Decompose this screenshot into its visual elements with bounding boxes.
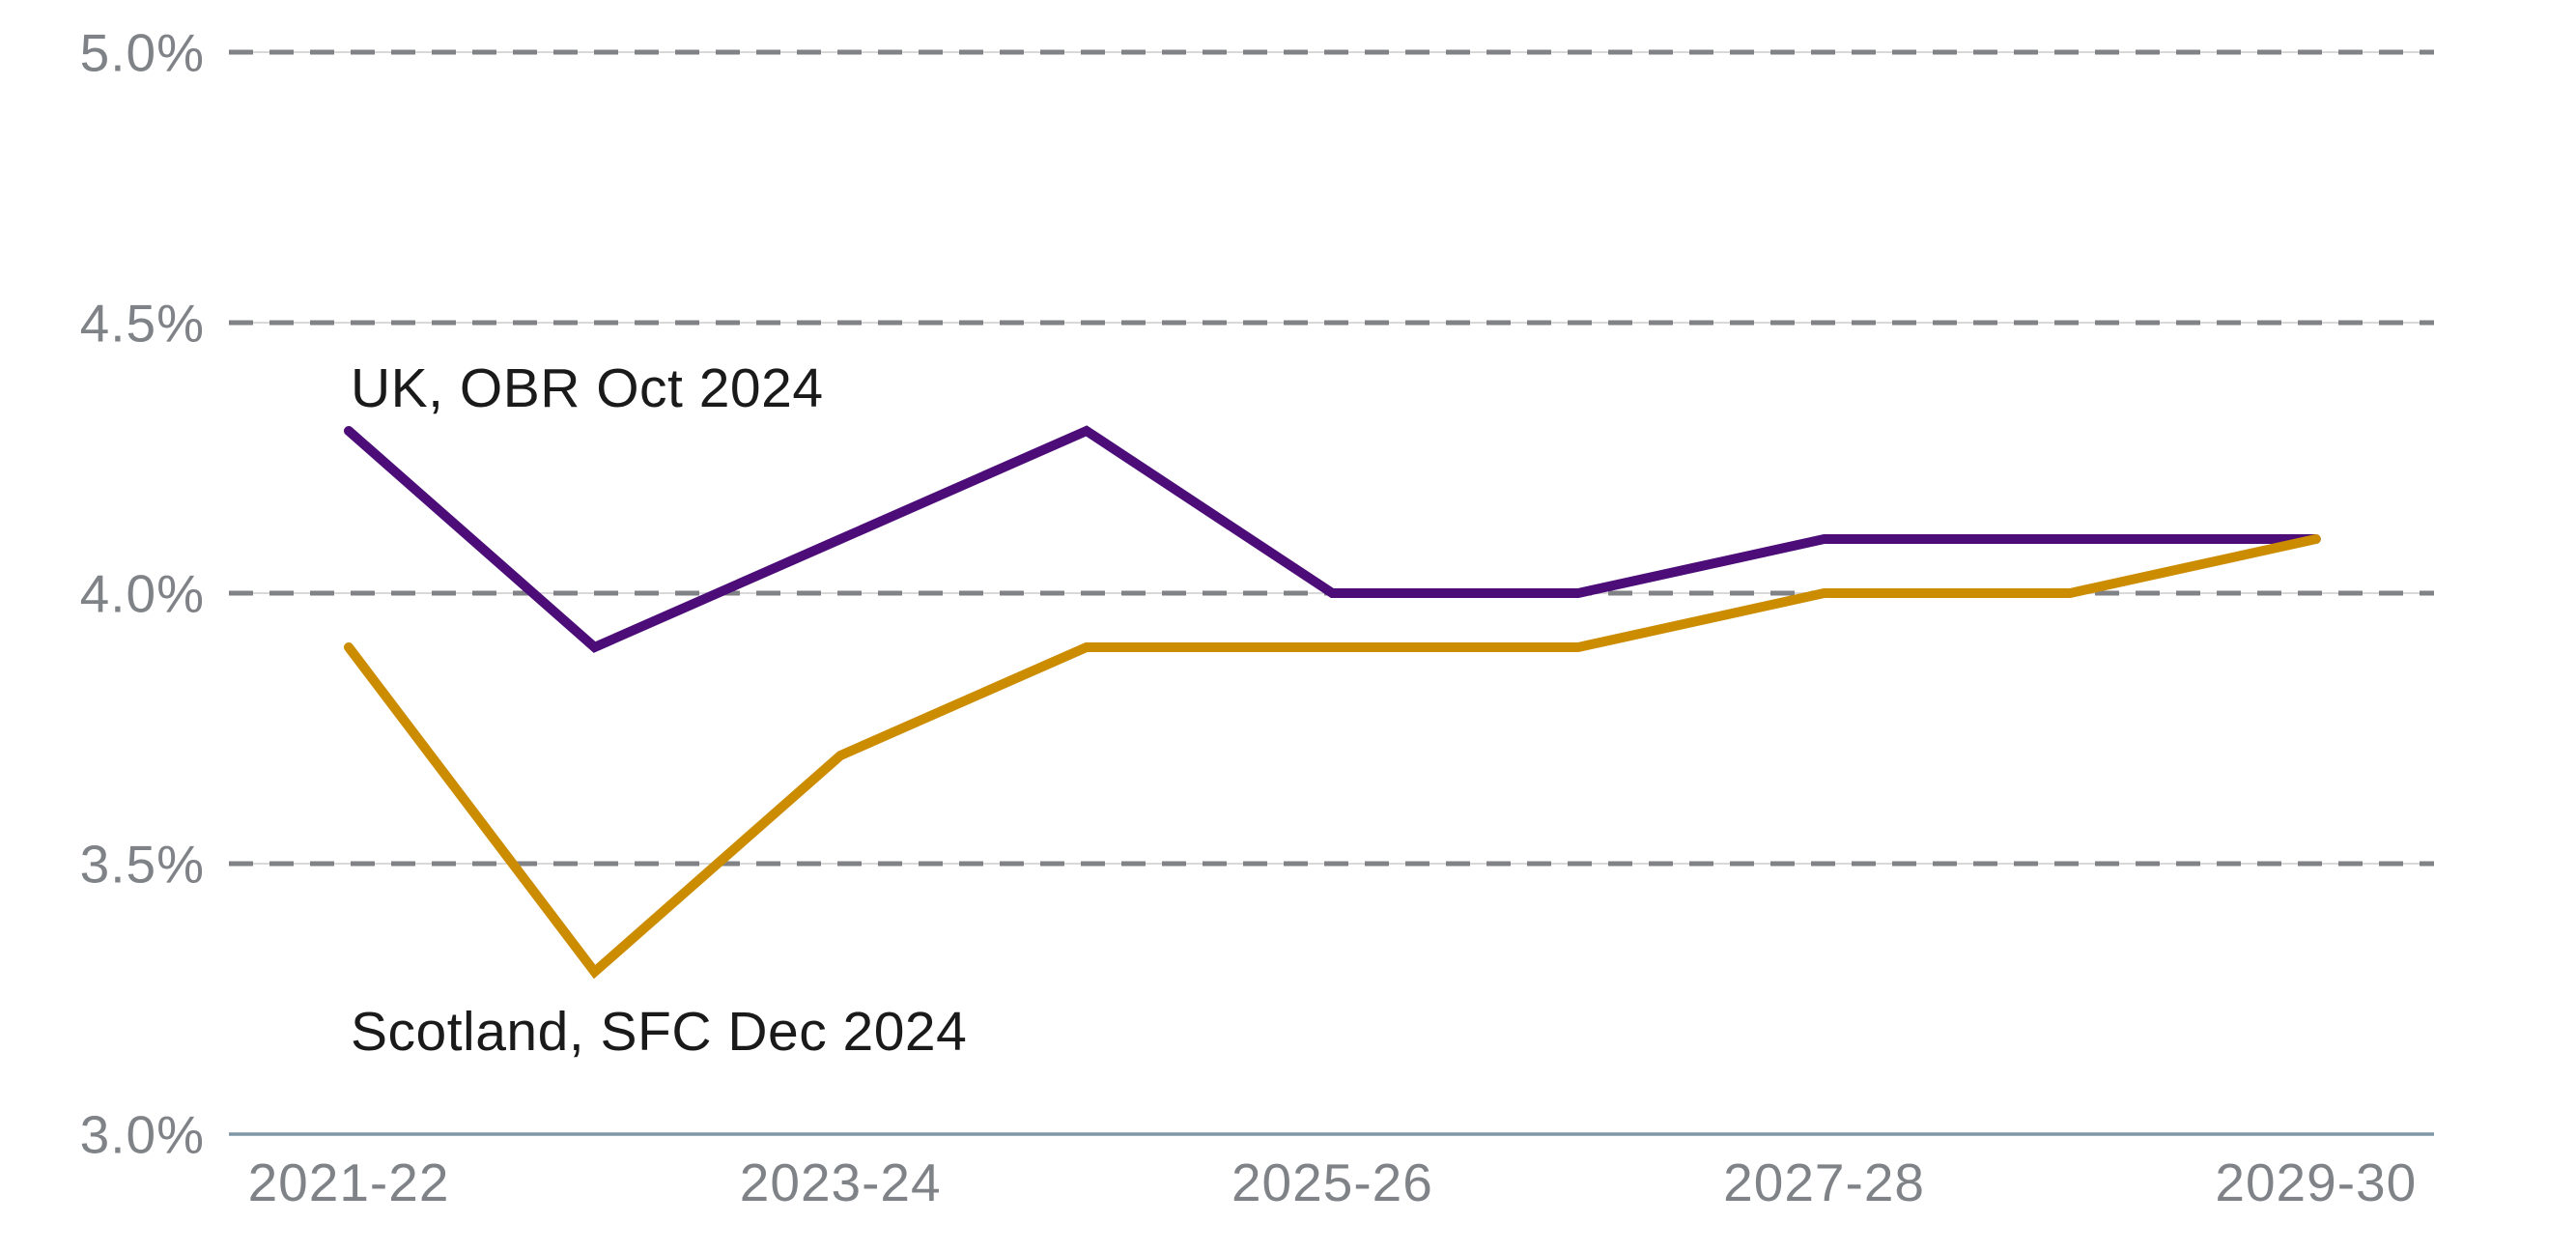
scotland-line bbox=[344, 534, 2321, 980]
y-tick-label: 3.5% bbox=[80, 834, 205, 894]
x-tick-label: 2023-24 bbox=[740, 1152, 942, 1212]
y-tick-label: 5.0% bbox=[80, 22, 205, 82]
y-tick-label: 4.0% bbox=[80, 563, 205, 623]
y-tick-label: 3.0% bbox=[80, 1104, 205, 1164]
x-tick-label: 2029-30 bbox=[2215, 1152, 2417, 1212]
x-tick-label: 2025-26 bbox=[1231, 1152, 1433, 1212]
y-tick-label: 4.5% bbox=[80, 293, 205, 353]
uk-line bbox=[344, 425, 2321, 653]
series-label-uk: UK, OBR Oct 2024 bbox=[351, 357, 824, 419]
series-label-scotland: Scotland, SFC Dec 2024 bbox=[351, 1001, 968, 1063]
x-tick-label: 2027-28 bbox=[1723, 1152, 1925, 1212]
x-tick-label: 2021-22 bbox=[248, 1152, 450, 1212]
